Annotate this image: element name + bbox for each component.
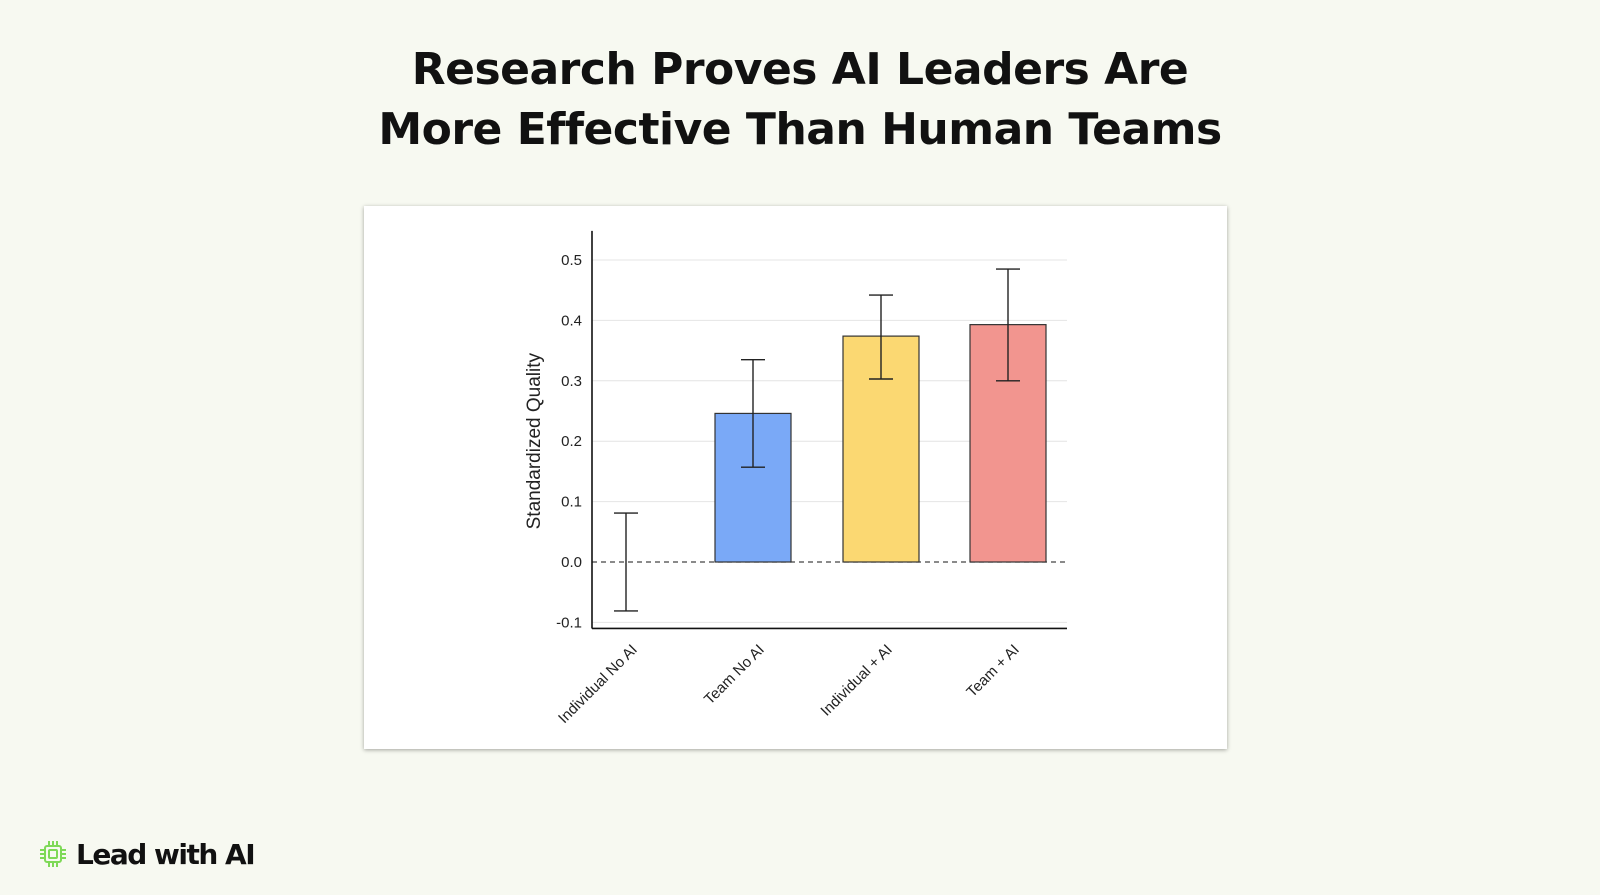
y-tick-label: 0.3 — [561, 373, 582, 390]
y-tick-label: 0.0 — [561, 554, 582, 571]
title-line-2: More Effective Than Human Teams — [378, 104, 1222, 155]
y-tick-label: 0.4 — [561, 312, 582, 329]
page-title: Research Proves AI Leaders Are More Effe… — [0, 40, 1600, 160]
brand-logo[interactable]: Lead with AI — [38, 832, 256, 876]
brand-name: Lead with AI — [76, 837, 256, 871]
x-tick-label: Team + AI — [963, 641, 1022, 700]
bar — [842, 335, 920, 563]
x-tick-label: Team No AI — [701, 641, 768, 708]
chart-card: -0.1 0.0 0.1 0.2 0.3 0.4 0.5 Standardized Quali… — [364, 206, 1227, 749]
title-line-1: Research Proves AI Leaders Are — [411, 44, 1189, 95]
y-tick-label: 0.1 — [561, 494, 582, 511]
bar-chart: -0.1 0.0 0.1 0.2 0.3 0.4 0.5 Standardized Quali… — [524, 230, 1067, 727]
y-tick-label: -0.1 — [556, 614, 582, 631]
x-tick-label: Individual + AI — [817, 641, 895, 719]
y-tick-label: 0.5 — [561, 252, 582, 269]
x-tick-label: Individual No AI — [555, 641, 641, 727]
chip-icon — [40, 841, 66, 867]
y-tick-label: 0.2 — [561, 433, 582, 450]
y-axis-label: Standardized Quality — [524, 353, 545, 530]
